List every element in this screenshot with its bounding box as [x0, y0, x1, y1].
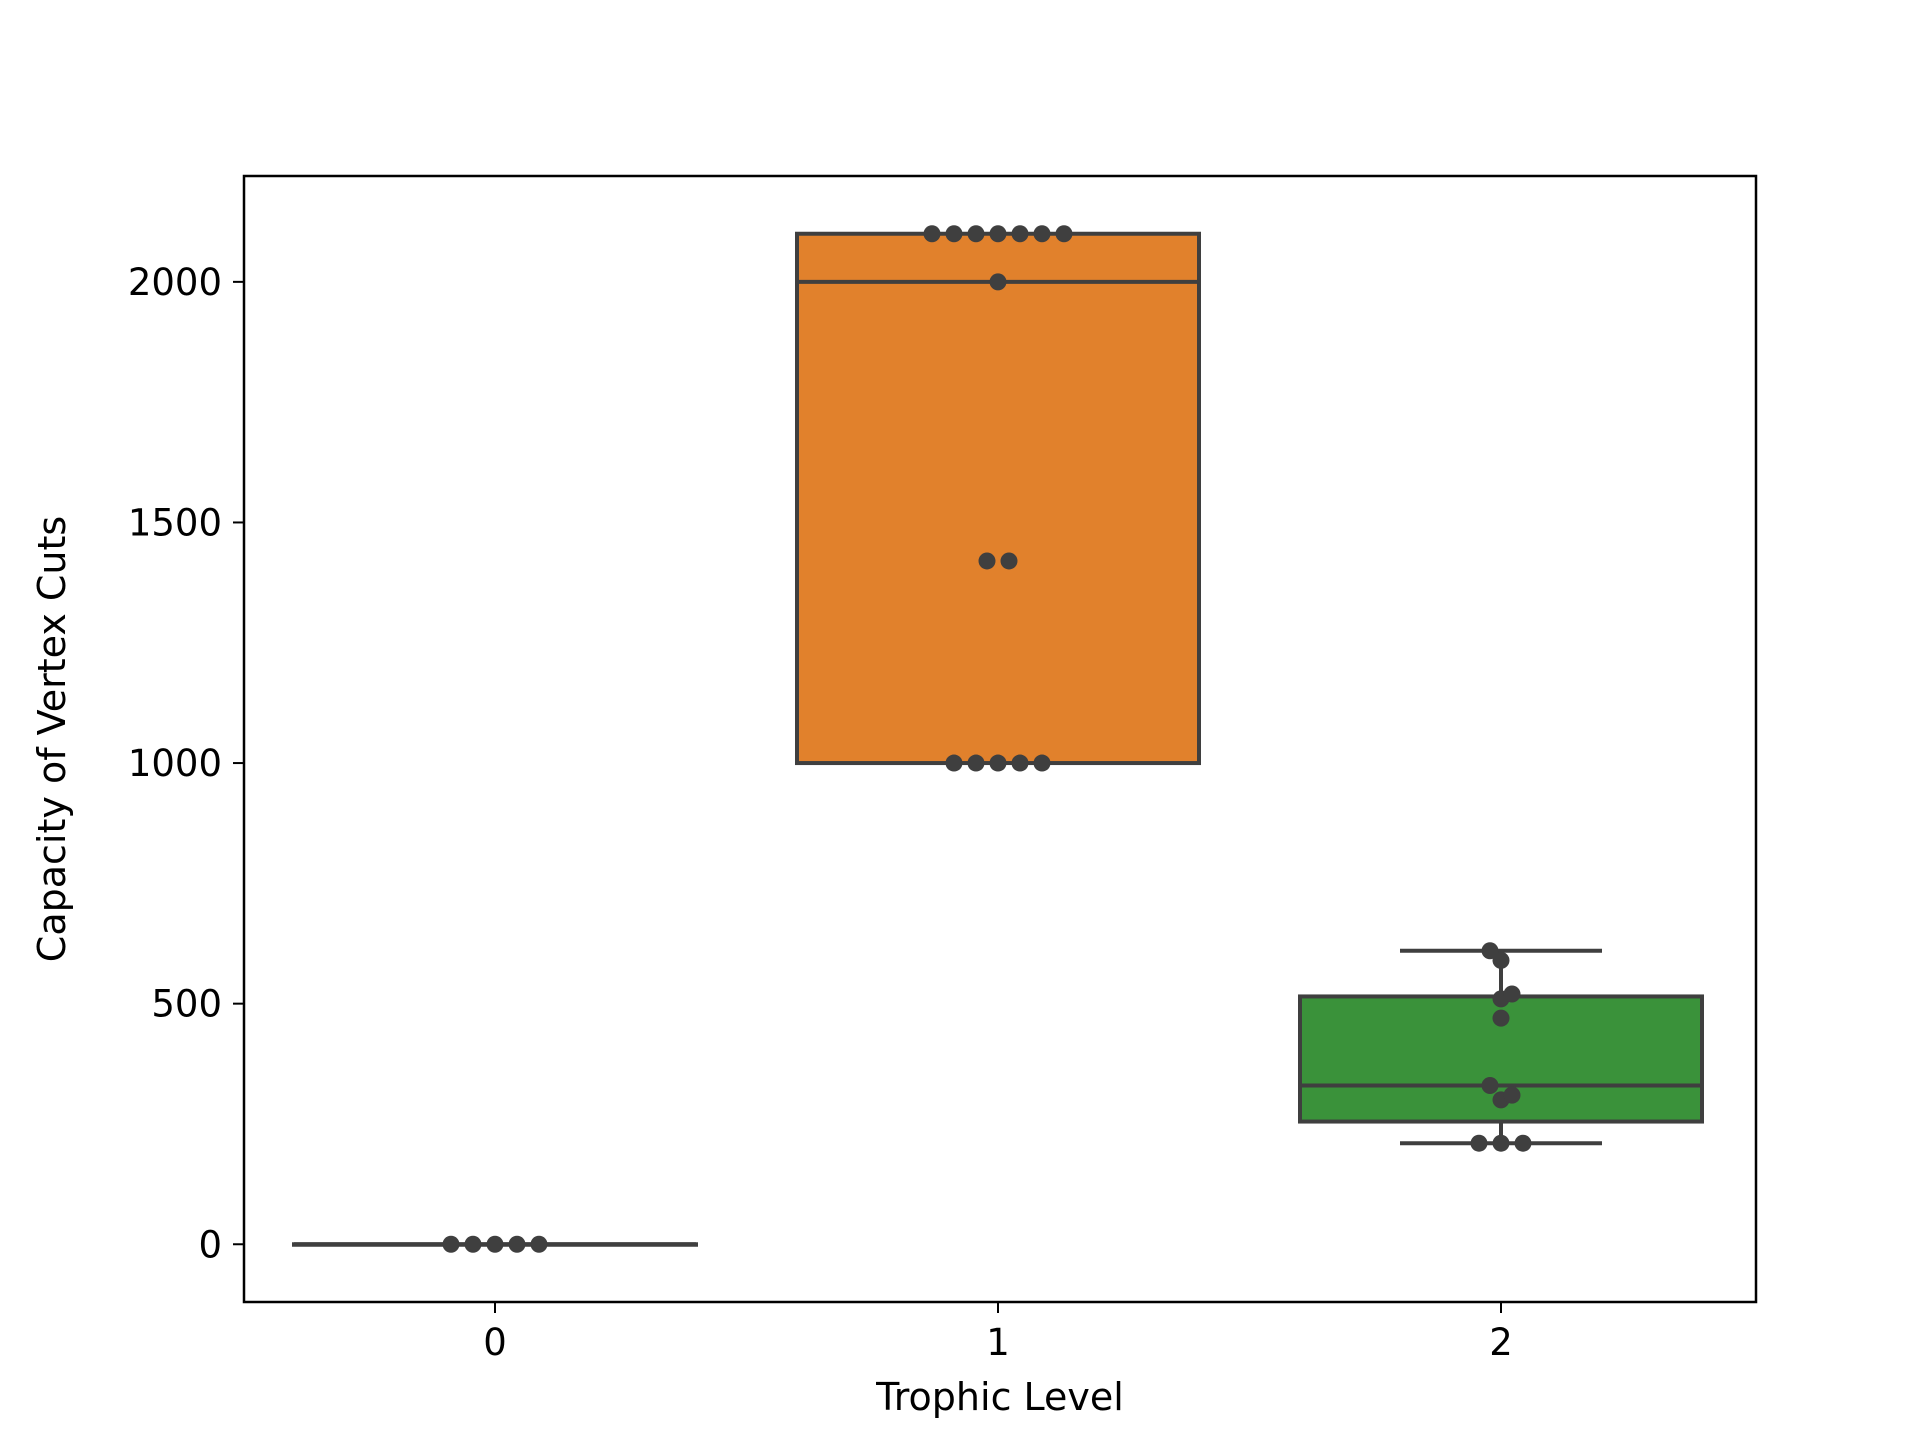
y-tick-label: 1000 [128, 742, 222, 785]
x-tick-label: 0 [483, 1321, 507, 1364]
y-tick-label: 2000 [128, 261, 222, 304]
data-point [1011, 754, 1029, 772]
data-point [1033, 754, 1051, 772]
y-tick-label: 0 [198, 1223, 222, 1266]
plot-frame [242, 174, 1758, 1304]
data-point [1481, 942, 1499, 960]
data-point [1503, 1086, 1521, 1104]
data-point [978, 552, 996, 570]
data-point [923, 225, 941, 243]
data-point [464, 1235, 482, 1253]
data-point [1492, 1134, 1510, 1152]
y-tick-label: 1500 [128, 501, 222, 544]
data-point [989, 273, 1007, 291]
data-point [1492, 951, 1510, 969]
data-point [486, 1235, 504, 1253]
x-tick-label: 2 [1489, 1321, 1513, 1364]
y-tick-label: 500 [151, 983, 222, 1026]
points-layer [442, 225, 1532, 1253]
data-point [967, 225, 985, 243]
data-point [967, 754, 985, 772]
data-point [1011, 225, 1029, 243]
data-point [1033, 225, 1051, 243]
data-point [945, 225, 963, 243]
data-point [1481, 1076, 1499, 1094]
x-axis-label: Trophic Level [875, 1375, 1124, 1419]
data-point [1514, 1134, 1532, 1152]
box-1 [795, 231, 1201, 766]
data-point [442, 1235, 460, 1253]
data-point [989, 225, 1007, 243]
ticks-layer: 0 500 1000 1500 2000 0 1 2 [128, 261, 1513, 1364]
data-point [1503, 985, 1521, 1003]
data-point [1055, 225, 1073, 243]
y-axis-label: Capacity of Vertex Cuts [30, 516, 74, 962]
data-point [1000, 552, 1018, 570]
data-point [989, 754, 1007, 772]
x-tick-label: 1 [986, 1321, 1010, 1364]
data-point [508, 1235, 526, 1253]
data-point [1470, 1134, 1488, 1152]
data-point [530, 1235, 548, 1253]
data-point [1492, 1009, 1510, 1027]
data-point [945, 754, 963, 772]
